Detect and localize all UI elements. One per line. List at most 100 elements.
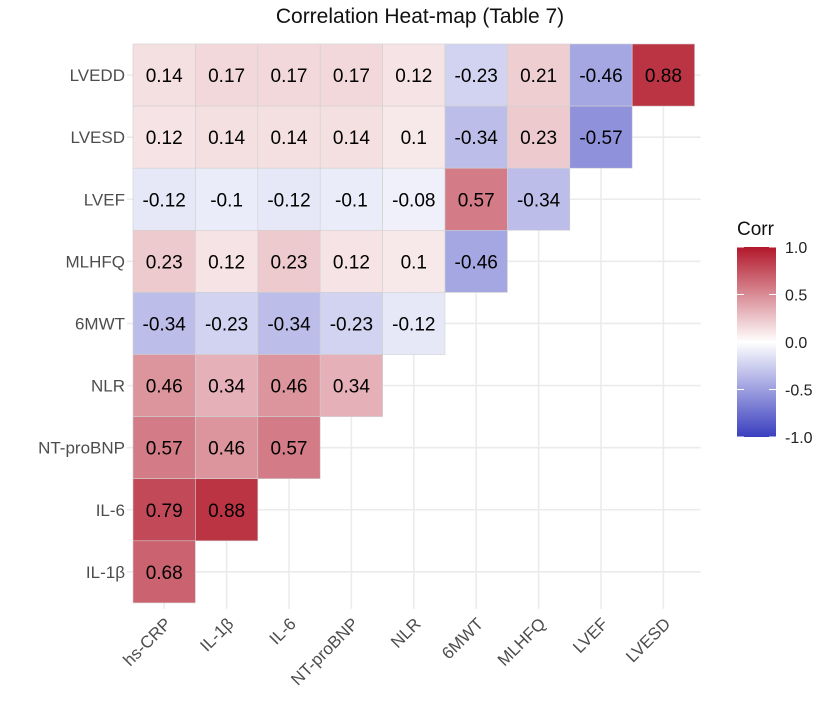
heatmap-cell: -0.34: [132, 292, 196, 355]
cell-value-label: 0.34: [333, 377, 370, 398]
cell-tile: [132, 354, 196, 417]
cell-value-label: 0.12: [333, 252, 370, 273]
heatmap-cell: 0.23: [132, 230, 196, 293]
cell-value-label: 0.79: [146, 501, 183, 522]
heatmap-cell: 0.57: [444, 167, 508, 231]
chart-title: Correlation Heat-map (Table 7): [276, 5, 564, 28]
cell-value-label: 0.14: [208, 128, 245, 149]
cell-value-label: 0.88: [208, 501, 245, 522]
cell-tile: [132, 230, 196, 293]
heatmap-cell: 0.12: [195, 230, 259, 293]
cell-value-label: -0.08: [392, 190, 435, 211]
cell-value-label: 0.23: [271, 252, 308, 273]
cell-value-label: 0.14: [333, 128, 370, 149]
y-axis-tick-label: IL-1β: [86, 563, 125, 582]
cell-value-label: -0.46: [455, 252, 498, 273]
x-axis-tick-label: IL-6: [266, 614, 300, 648]
cell-value-label: -0.23: [455, 66, 498, 87]
cell-value-label: -0.1: [210, 190, 243, 211]
heatmap-cell: 0.12: [132, 105, 196, 169]
cell-tile: [382, 167, 446, 231]
heatmap-cell: 0.88: [195, 478, 259, 542]
cell-value-label: 0.46: [208, 439, 245, 460]
cell-tile: [257, 416, 321, 480]
cell-tile: [382, 292, 446, 355]
cell-value-label: 0.34: [208, 377, 245, 398]
y-axis-tick-label: LVEDD: [70, 66, 125, 85]
cell-tile: [132, 540, 196, 604]
cell-value-label: -0.12: [392, 314, 435, 335]
x-axis-tick-label: NT-proBNP: [287, 614, 362, 689]
cell-tile: [132, 167, 196, 231]
legend-tick-label: 0.5: [785, 288, 807, 305]
cell-tile: [444, 230, 508, 293]
y-axis-tick-label: LVESD: [71, 128, 126, 147]
y-axis-tick-label: NLR: [91, 377, 125, 396]
legend-tick-label: 0.0: [785, 335, 807, 352]
heatmap-cell: -0.08: [382, 167, 446, 231]
cell-tile: [195, 105, 259, 169]
cell-tile: [507, 167, 571, 231]
heatmap-cell: 0.34: [319, 354, 383, 417]
cell-value-label: 0.12: [395, 66, 432, 87]
heatmap-cell: 0.23: [257, 230, 321, 293]
y-axis-tick-label: 6MWT: [75, 314, 125, 333]
cell-value-label: 0.21: [520, 66, 557, 87]
cell-value-label: -0.46: [579, 66, 622, 87]
heatmap-cell: 0.57: [257, 416, 321, 480]
cell-tile: [631, 43, 695, 107]
heatmap-cell: -0.12: [382, 292, 446, 355]
heatmap-cell: -0.1: [195, 167, 259, 231]
cell-value-label: 0.17: [271, 66, 308, 87]
heatmap-cell: 0.88: [631, 43, 695, 107]
legend-tick-label: -1.0: [785, 430, 813, 447]
heatmap-cell: 0.14: [257, 105, 321, 169]
cell-value-label: 0.1: [401, 252, 427, 273]
cell-value-label: -0.57: [579, 128, 622, 149]
cell-value-label: -0.12: [267, 190, 310, 211]
heatmap-cell: 0.57: [132, 416, 196, 480]
cell-value-label: 0.46: [146, 377, 183, 398]
cell-value-label: 0.57: [271, 439, 308, 460]
heatmap-cell: 0.46: [257, 354, 321, 417]
heatmap-cell: 0.23: [507, 105, 571, 169]
cell-tile: [195, 43, 259, 107]
heatmap-cell: -0.12: [257, 167, 321, 231]
cell-tile: [444, 43, 508, 107]
cell-value-label: 0.12: [146, 128, 183, 149]
cell-value-label: -0.34: [143, 314, 187, 335]
cell-tile: [195, 167, 259, 231]
heatmap-cell: -0.23: [444, 43, 508, 107]
cell-value-label: -0.12: [143, 190, 186, 211]
cell-tile: [444, 167, 508, 231]
heatmap-cell: 0.17: [257, 43, 321, 107]
cell-value-label: 0.14: [271, 128, 308, 149]
cell-value-label: 0.14: [146, 66, 183, 87]
y-axis-tick-label: MLHFQ: [66, 252, 126, 271]
legend-tick-label: 1.0: [785, 240, 807, 257]
heatmap-cell: 0.14: [132, 43, 196, 107]
cell-value-label: 0.57: [146, 439, 183, 460]
heatmap-cell: 0.14: [319, 105, 383, 169]
cell-value-label: -0.34: [455, 128, 499, 149]
x-axis-tick-label: 6MWT: [438, 614, 487, 663]
heatmap-cell: 0.12: [319, 230, 383, 293]
cell-tile: [569, 43, 633, 107]
cell-value-label: 0.17: [208, 66, 245, 87]
heatmap-cell: -0.34: [444, 105, 508, 169]
cell-tile: [257, 230, 321, 293]
heatmap-cell: -0.57: [569, 105, 633, 169]
cell-value-label: -0.23: [330, 314, 373, 335]
cell-tile: [257, 43, 321, 107]
cell-tile: [319, 354, 383, 417]
legend-tick-label: -0.5: [785, 383, 813, 400]
heatmap-cell: 0.46: [195, 416, 259, 480]
x-axis-tick-label: IL-1β: [196, 614, 237, 655]
x-axis-tick-label: hs-CRP: [120, 614, 176, 670]
heatmap-cell: 0.68: [132, 540, 196, 604]
cell-value-label: 0.57: [458, 190, 495, 211]
heatmap-cell: -0.12: [132, 167, 196, 231]
heatmap-cell: -0.46: [569, 43, 633, 107]
heatmap-cell: -0.23: [195, 292, 259, 355]
